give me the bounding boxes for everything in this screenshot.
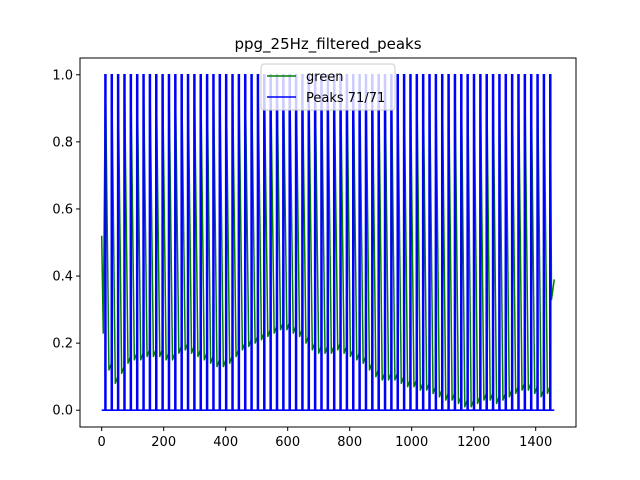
chart-title: ppg_25Hz_filtered_peaks [234,35,421,54]
x-tick-label: 1200 [457,435,490,450]
x-tick-label: 1000 [395,435,428,450]
x-tick-label: 400 [213,435,238,450]
x-tick-label: 800 [337,435,362,450]
y-tick-label: 0.2 [52,337,73,352]
y-tick-label: 0.4 [52,270,73,285]
y-axis: 0.0 0.2 0.4 0.6 0.8 1.0 [52,68,80,419]
legend-label-peaks: Peaks 71/71 [306,91,385,106]
legend-label-green: green [306,70,344,85]
y-tick-label: 0.8 [52,135,73,150]
series-peaks-line [101,73,555,412]
legend: green Peaks 71/71 [260,63,396,111]
y-tick-label: 1.0 [52,68,73,83]
x-tick-label: 0 [98,435,106,450]
y-tick-label: 0.6 [52,202,73,217]
plot-frame [79,57,577,428]
x-tick-label: 200 [151,435,176,450]
x-tick-label: 600 [275,435,300,450]
series-peaks [101,73,555,412]
x-tick-label: 1400 [519,435,552,450]
y-tick-label: 0.0 [52,404,73,419]
x-axis: 0 200 400 600 800 1000 1200 1400 [98,427,552,450]
